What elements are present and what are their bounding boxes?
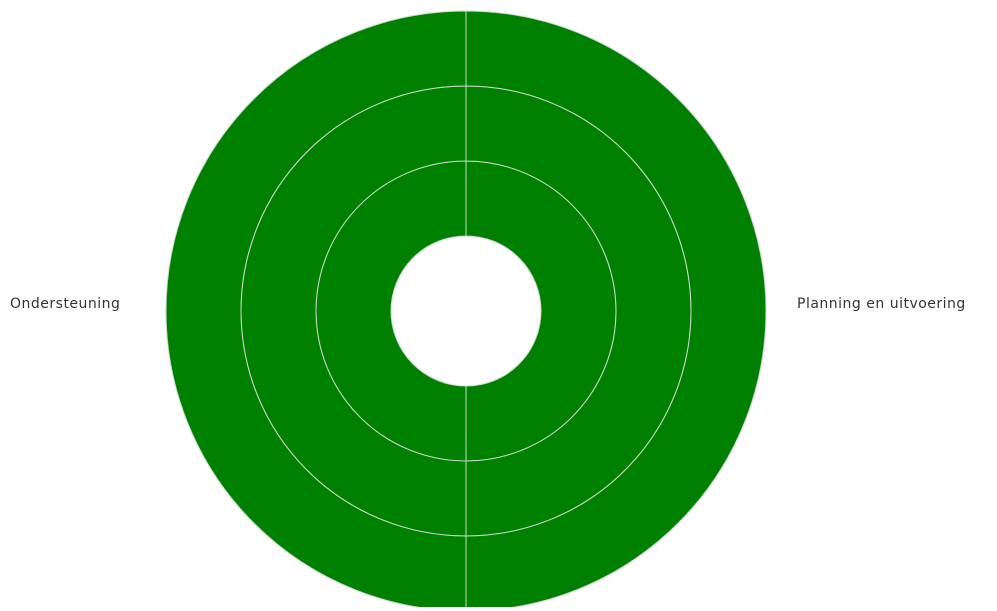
category-label-planning-en-uitvoering: Planning en uitvoering — [797, 296, 966, 312]
sunburst-segment-ring3-ondersteuning[interactable] — [165, 10, 467, 611]
category-label-ondersteuning: Ondersteuning — [10, 296, 121, 312]
